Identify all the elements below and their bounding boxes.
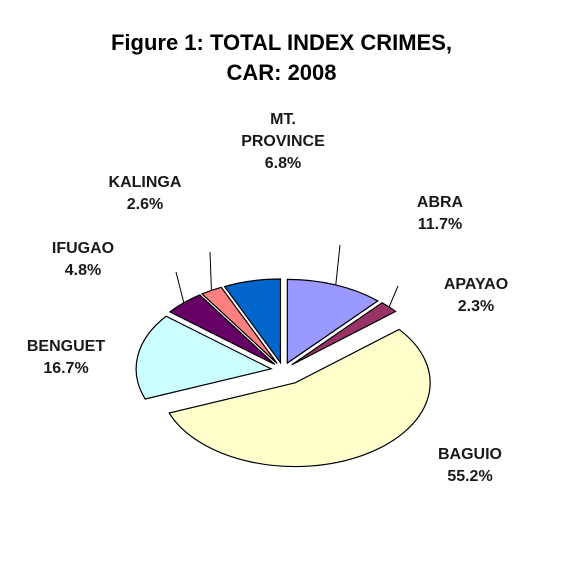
slice-name-apayao: APAYAO <box>444 276 508 293</box>
leader-line-abra <box>336 245 340 285</box>
leader-line-apayao <box>389 286 398 307</box>
slice-value-mt-province: 6.8% <box>265 155 301 172</box>
slice-name-abra: ABRA <box>417 194 464 211</box>
slice-value-ifugao: 4.8% <box>65 262 101 279</box>
slice-name-benguet: BENGUET <box>27 338 105 355</box>
slice-name-kalinga: KALINGA <box>109 174 182 191</box>
slice-value-apayao: 2.3% <box>458 298 494 315</box>
slice-value-abra: 11.7% <box>418 216 462 233</box>
slice-name-mt-province: PROVINCE <box>241 133 325 150</box>
slice-value-baguio: 55.2% <box>447 468 492 485</box>
slice-value-benguet: 16.7% <box>43 360 88 377</box>
slice-name-ifugao: IFUGAO <box>52 240 114 257</box>
slice-value-kalinga: 2.6% <box>127 196 163 213</box>
leader-line-kalinga <box>210 252 211 290</box>
slice-name-mt-province: MT. <box>270 111 296 128</box>
slice-name-baguio: BAGUIO <box>438 446 502 463</box>
leader-line-ifugao <box>176 272 184 303</box>
